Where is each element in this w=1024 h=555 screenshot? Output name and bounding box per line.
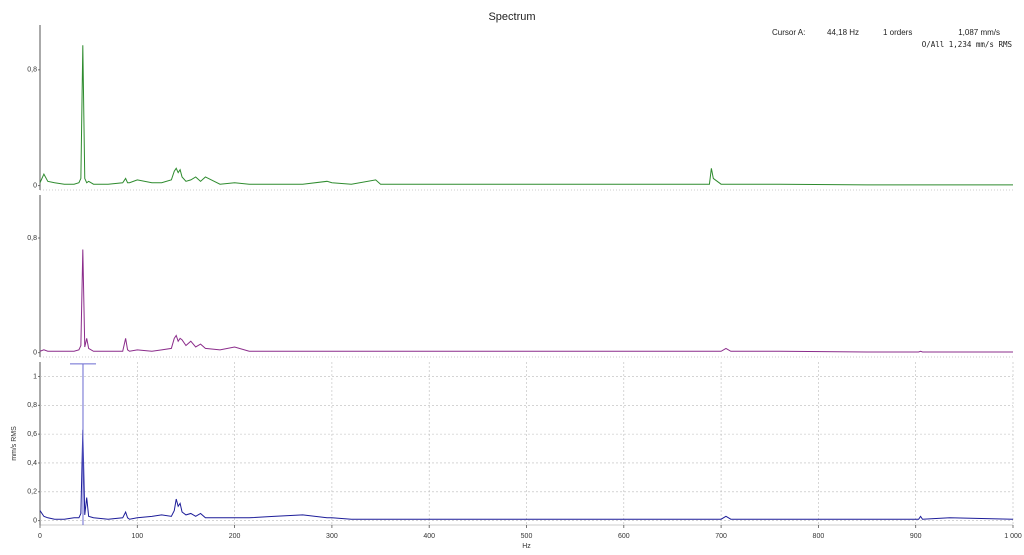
x-tick-label: 400 <box>423 533 435 540</box>
y-tick-label: 0,6 <box>27 431 37 438</box>
cursor-orders: 1 orders <box>883 28 912 37</box>
y-tick-label: 0,8 <box>27 402 37 409</box>
y-tick-label: 0 <box>33 518 37 525</box>
cursor-amplitude: 1,087 mm/s <box>958 28 1000 37</box>
cursor-label: Cursor A: <box>772 28 805 37</box>
y-tick-label: 0 <box>33 183 37 190</box>
cursor-frequency: 44,18 Hz <box>827 28 859 37</box>
x-tick-label: 1 000 <box>1004 533 1022 540</box>
x-axis-label: Hz <box>522 543 531 550</box>
chart-title: Spectrum <box>488 11 535 23</box>
y-tick-label: 0,4 <box>27 460 37 467</box>
x-tick-label: 700 <box>715 533 727 540</box>
y-tick-label: 0 <box>33 350 37 357</box>
spectrum-line <box>39 249 1013 353</box>
y-tick-label: 1 <box>33 373 37 380</box>
y-axis-label: mm/s RMS <box>11 426 18 461</box>
x-tick-label: 800 <box>813 533 825 540</box>
x-tick-label: 300 <box>326 533 338 540</box>
spectrum-line <box>39 429 1014 520</box>
overall-value: O/All 1,234 mm/s RMS <box>922 40 1013 49</box>
x-tick-label: 500 <box>521 533 533 540</box>
x-tick-label: 600 <box>618 533 630 540</box>
x-tick-label: 900 <box>910 533 922 540</box>
y-tick-label: 0,2 <box>27 489 37 496</box>
x-tick-label: 0 <box>38 533 42 540</box>
spectrum-line <box>39 45 1013 186</box>
y-tick-label: 0,8 <box>27 235 37 242</box>
x-tick-label: 100 <box>131 533 143 540</box>
x-tick-label: 200 <box>229 533 241 540</box>
y-tick-label: 0,8 <box>27 67 37 74</box>
